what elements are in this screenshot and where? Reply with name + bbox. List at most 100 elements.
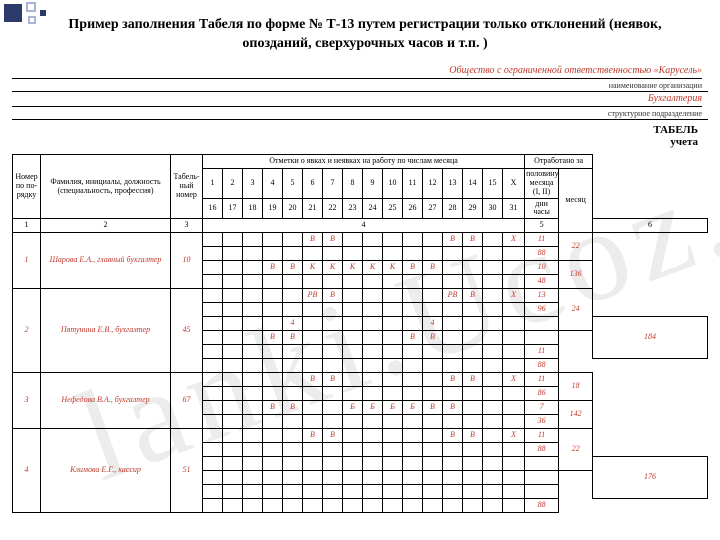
cell [323,499,343,513]
cell [263,415,283,429]
cell: В [443,401,463,415]
cell [203,317,223,331]
cell [343,387,363,401]
half-days: 7 [525,401,559,415]
half [525,485,559,499]
cell [323,359,343,373]
org-name: Общество с ограниченной ответственностью… [449,65,702,76]
cell [263,247,283,261]
cell: В [283,261,303,275]
cell [503,303,525,317]
cell [203,289,223,303]
day-head: 14 [463,169,483,198]
cell [483,415,503,429]
day-head: X [503,169,525,198]
day-head: 8 [343,169,363,198]
month-days: 24 [559,289,593,331]
cell [343,485,363,499]
cell [243,261,263,275]
cell [203,387,223,401]
day-head: 28 [443,198,463,219]
cell: В [403,261,423,275]
cell [503,359,525,373]
cell [223,345,243,359]
cell: К [303,261,323,275]
cell [263,485,283,499]
row-tab: 45 [171,289,203,373]
cell [403,303,423,317]
cell [223,415,243,429]
cell [203,415,223,429]
cell [343,289,363,303]
cell: В [423,401,443,415]
cell [483,471,503,485]
cell [483,261,503,275]
cell [443,331,463,345]
cell [323,317,343,331]
cell [283,373,303,387]
cell [303,499,323,513]
cell [463,359,483,373]
cell [443,387,463,401]
cell: В [323,429,343,443]
cell [443,317,463,331]
cell [223,247,243,261]
cell [483,499,503,513]
cell [223,261,243,275]
cell: В [303,233,323,247]
cell [383,471,403,485]
cell [403,485,423,499]
cell [463,303,483,317]
cell [283,471,303,485]
cell [303,471,323,485]
cell: К [363,261,383,275]
cell [483,485,503,499]
half-hours [525,471,559,485]
cell [403,387,423,401]
month-hours: 136 [559,261,593,289]
day-head: 6 [303,169,323,198]
cell [263,359,283,373]
cell [423,443,443,457]
cell [363,303,383,317]
cell [483,317,503,331]
cell [263,499,283,513]
cell [363,457,383,471]
cell [503,275,525,289]
cell [383,345,403,359]
cell [283,247,303,261]
cell: В [443,233,463,247]
cell [203,345,223,359]
cell [443,499,463,513]
cell: В [463,233,483,247]
cell [343,457,363,471]
col-tab: Табель-ный номер [171,155,203,219]
cell [323,331,343,345]
cell [463,275,483,289]
cell [443,485,463,499]
deco-square [4,4,22,22]
half-days: 13 [525,289,559,303]
cell [423,373,443,387]
timesheet-table: Номер по по-рядкуФамилия, инициалы, долж… [12,154,708,513]
cell [343,233,363,247]
cell [303,457,323,471]
cell [283,485,303,499]
cell [363,499,383,513]
cell [243,485,263,499]
cell [403,499,423,513]
cell [403,429,423,443]
row-name: Нефедова В.А., бухгалтер [41,373,171,429]
cell [403,233,423,247]
cell [383,233,403,247]
cell [343,303,363,317]
cell [383,247,403,261]
cell [283,303,303,317]
row-num: 4 [13,429,41,513]
cell [443,303,463,317]
day-head: 10 [383,169,403,198]
half-hours: 36 [525,415,559,429]
cell: В [323,233,343,247]
cell [303,275,323,289]
cell [403,373,423,387]
